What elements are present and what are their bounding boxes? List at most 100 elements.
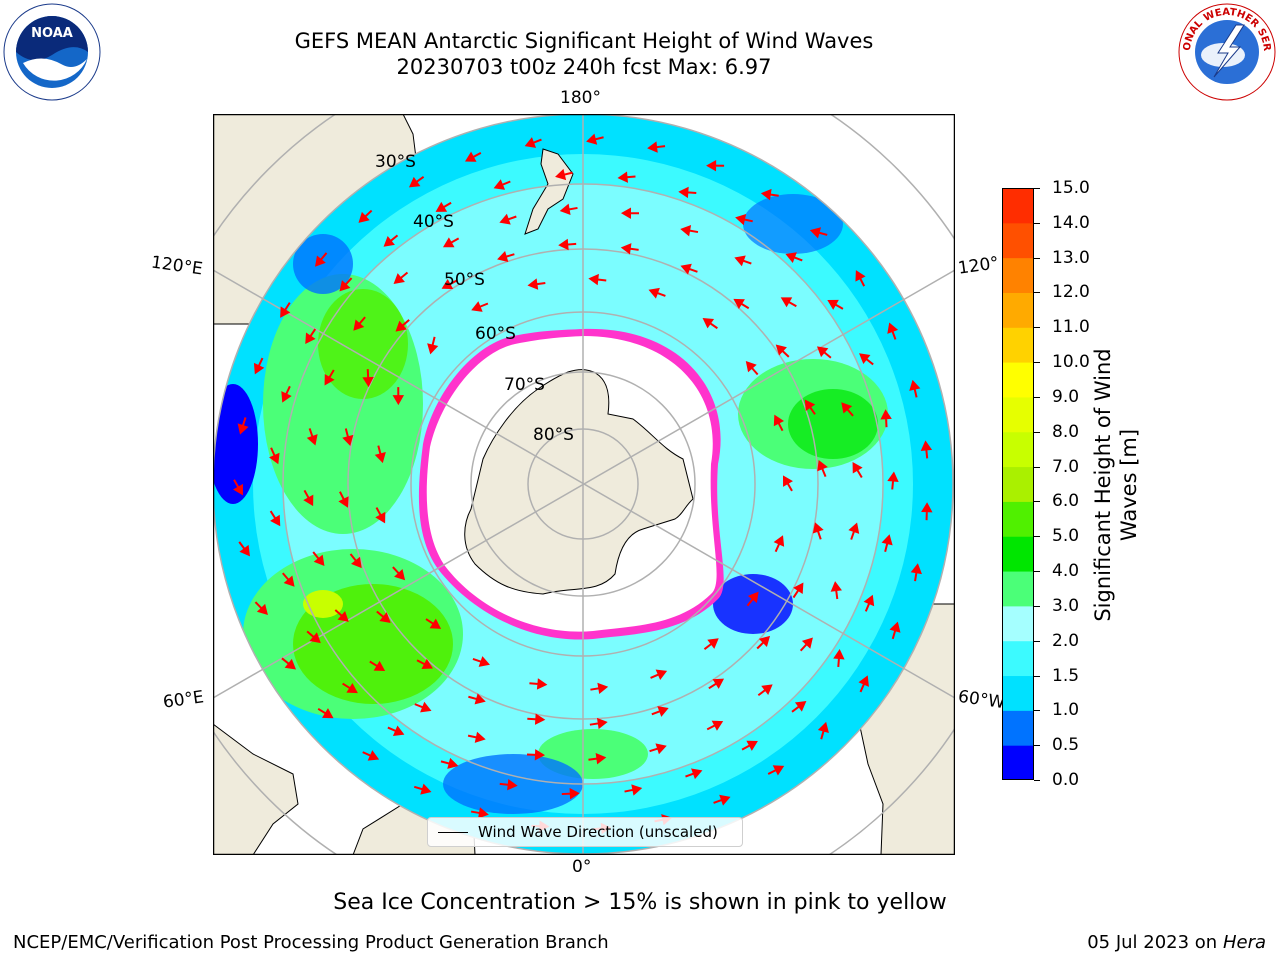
wave-direction-arrow [650, 669, 668, 681]
wave-direction-arrow [282, 572, 295, 587]
wave-direction-arrow [529, 678, 548, 690]
wave-direction-arrow [799, 637, 813, 652]
wave-direction-arrow [767, 765, 785, 776]
wave-direction-arrow [909, 379, 921, 398]
wave-direction-arrow [703, 638, 719, 650]
colorbar-swatch [1002, 466, 1034, 502]
wave-direction-arrow [734, 255, 752, 267]
wave-direction-arrow [702, 318, 718, 330]
colorbar-swatch [1002, 745, 1034, 781]
colorbar-tick-mark [1034, 640, 1040, 642]
wave-direction-arrow [493, 179, 511, 190]
colorbar-swatch [1002, 675, 1034, 711]
colorbar-tick-mark [1034, 396, 1040, 398]
wave-direction-arrow [558, 238, 577, 251]
colorbar-swatches [1002, 188, 1034, 781]
wave-direction-arrow [416, 658, 433, 669]
wave-direction-arrow [499, 779, 518, 791]
wave-direction-arrow [589, 717, 608, 730]
wave-direction-arrow [281, 657, 297, 670]
wave-direction-arrow [375, 507, 386, 524]
colorbar [1002, 188, 1034, 781]
wave-direction-arrow [782, 475, 793, 492]
colorbar-swatch [1002, 501, 1034, 537]
colorbar-tick-mark [1034, 431, 1040, 433]
colorbar-tick-mark [1034, 188, 1040, 189]
colorbar-tick-label: 8.0 [1052, 421, 1080, 442]
wave-direction-arrow [624, 784, 643, 796]
wave-direction-arrow [408, 176, 425, 188]
lat-label-50s: 50°S [444, 270, 485, 290]
colorbar-tick-label: 1.0 [1052, 700, 1080, 721]
colorbar-tick-label: 2.0 [1052, 630, 1080, 651]
wave-direction-arrow [680, 263, 698, 275]
colorbar-tick-label: 4.0 [1052, 561, 1080, 582]
colorbar-tick-mark [1034, 571, 1040, 573]
wave-direction-arrow [780, 297, 797, 308]
wave-direction-arrow [392, 387, 405, 406]
wave-direction-arrow [315, 252, 328, 267]
colorbar-swatch [1002, 536, 1034, 572]
colorbar-tick-label: 10.0 [1052, 352, 1090, 373]
wave-direction-arrow [713, 794, 731, 806]
wave-direction-arrow [733, 298, 750, 310]
colorbar-swatch [1002, 640, 1034, 677]
chart-title: GEFS MEAN Antarctic Significant Height o… [0, 28, 1168, 80]
wave-direction-arrow [472, 656, 490, 667]
wave-direction-arrow [440, 757, 459, 769]
colorbar-tick-label: 0.0 [1052, 770, 1080, 790]
wave-direction-arrow [678, 186, 697, 199]
wave-direction-arrow [706, 159, 725, 172]
wave-direction-arrow [756, 635, 771, 650]
wave-direction-arrow [238, 541, 250, 557]
colorbar-tick-mark [1034, 466, 1040, 468]
colorbar-tick-mark [1034, 745, 1040, 747]
wave-direction-arrow [649, 743, 667, 755]
wave-direction-arrow [497, 251, 515, 262]
wave-direction-arrow [303, 489, 314, 507]
colorbar-tick-mark [1034, 605, 1040, 607]
title-line1: GEFS MEAN Antarctic Significant Height o… [294, 29, 874, 53]
colorbar-tick-mark [1034, 327, 1040, 329]
wave-direction-arrow [809, 227, 828, 239]
wave-direction-arrow [312, 551, 325, 567]
colorbar-tick-mark [1034, 362, 1040, 364]
wave-direction-arrow [647, 141, 666, 153]
wave-direction-arrow [887, 322, 899, 340]
wave-direction-arrow [746, 591, 759, 607]
wave-direction-arrow [253, 357, 265, 375]
lat-label-40s: 40°S [413, 212, 454, 232]
lon-label-120w: 120° [956, 253, 1001, 279]
wave-direction-arrow [792, 582, 804, 599]
colorbar-swatch [1002, 571, 1034, 607]
wave-direction-arrow [362, 369, 374, 388]
wave-direction-arrow [349, 553, 362, 569]
title-line2: 20230703 t00z 240h fcst Max: 6.97 [396, 55, 772, 79]
wave-direction-arrow [306, 428, 318, 446]
wave-direction-arrow [816, 346, 832, 359]
wave-direction-arrow [427, 336, 439, 355]
colorbar-tick-mark [1034, 536, 1040, 538]
colorbar-swatch [1002, 222, 1034, 259]
footer-host: Hera [1222, 932, 1266, 953]
wave-direction-arrow [881, 534, 893, 553]
wave-direction-arrow [620, 207, 640, 219]
wave-direction-arrow [848, 522, 860, 540]
wave-direction-arrow [708, 678, 725, 690]
wave-direction-arrow [555, 168, 573, 181]
wave-direction-arrow [775, 344, 790, 358]
colorbar-swatch [1002, 292, 1034, 328]
wave-direction-arrow [527, 713, 546, 725]
wave-direction-arrow [306, 630, 321, 644]
wave-direction-arrow [362, 750, 380, 761]
wave-direction-arrow [680, 225, 699, 237]
wave-direction-arrow [414, 701, 432, 713]
footer-credit: NCEP/EMC/Verification Post Processing Pr… [13, 932, 609, 953]
wave-direction-arrow [317, 707, 334, 719]
wave-direction-arrow [338, 491, 349, 508]
wave-direction-arrow [741, 740, 758, 751]
wave-direction-arrow [237, 417, 249, 435]
wave-direction-arrow [233, 479, 243, 496]
wave-direction-arrow [588, 753, 607, 765]
wave-direction-arrows [233, 133, 933, 835]
